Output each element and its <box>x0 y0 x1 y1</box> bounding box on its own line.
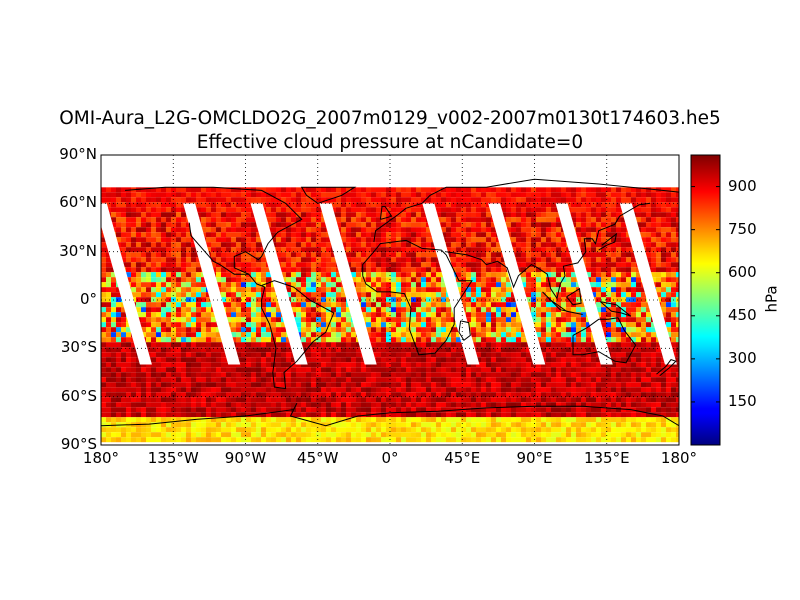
coastline <box>379 206 393 220</box>
title-variable: Effective cloud pressure at nCandidate=0 <box>196 132 584 153</box>
cloud-pressure-map <box>101 155 679 445</box>
lon-tick-label: 45°W <box>297 449 339 467</box>
title-filename: OMI-Aura_L2G-OMCLDO2G_2007m0129_v002-200… <box>59 108 721 129</box>
lon-tick-label: 180° <box>660 449 698 467</box>
coastline <box>125 186 335 390</box>
colorbar-tick-label: 600 <box>728 262 757 281</box>
lat-tick-label: 60°S <box>60 386 97 405</box>
lon-tick-label: 45°E <box>444 449 481 467</box>
coastline <box>458 320 471 342</box>
colorbar <box>690 154 721 446</box>
swath-gap <box>619 203 677 365</box>
lon-tick-label: 135°W <box>147 449 199 467</box>
swath-gap <box>101 203 152 365</box>
colorbar-ticks <box>691 186 720 403</box>
lat-tick-label: 90°N <box>59 145 97 163</box>
gridlines <box>101 155 679 445</box>
coastline <box>566 287 582 306</box>
swath-gap <box>319 203 377 365</box>
lon-tick-label: 0° <box>381 449 399 467</box>
swath-gap <box>250 203 308 365</box>
colorbar-tick-label: 750 <box>728 219 757 238</box>
map-frame <box>100 154 680 446</box>
swath-gap <box>488 203 546 365</box>
lat-tick-label: 90°S <box>60 435 97 453</box>
coastline <box>572 317 637 364</box>
coastline <box>542 291 583 315</box>
coastline <box>101 402 679 427</box>
swath-gap <box>422 203 480 365</box>
lat-tick-label: 30°S <box>60 338 97 357</box>
lon-tick-label: 90°E <box>516 449 553 467</box>
lon-tick-label: 180° <box>82 449 120 467</box>
colorbar-tick-label: 150 <box>728 391 757 410</box>
coastlines <box>101 178 679 427</box>
coastline <box>188 222 249 275</box>
coastline <box>599 301 632 317</box>
colorbar-unit-label: hPa <box>762 285 781 313</box>
colorbar-tick-label: 300 <box>728 348 757 367</box>
swath-gaps <box>101 155 679 365</box>
swath-gap <box>555 203 613 365</box>
coastline <box>598 232 618 251</box>
colorbar-tick-label: 450 <box>728 305 757 324</box>
coastline <box>446 202 651 300</box>
lon-tick-label: 90°W <box>224 449 267 467</box>
lat-tick-label: 0° <box>79 290 97 308</box>
coastline <box>373 178 679 243</box>
coastline <box>362 239 473 356</box>
coastline <box>656 359 677 377</box>
lat-tick-label: 30°N <box>59 241 97 260</box>
lat-tick-label: 60°N <box>59 193 97 212</box>
coastline <box>300 186 357 204</box>
colorbar-tick-label: 900 <box>728 176 757 195</box>
lon-tick-label: 135°E <box>583 449 630 467</box>
